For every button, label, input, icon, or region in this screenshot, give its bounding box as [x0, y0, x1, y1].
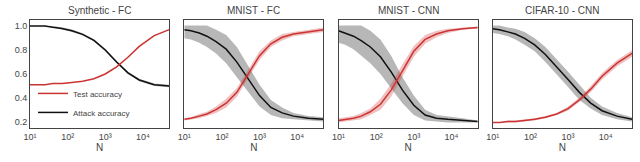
svg-text:MNIST - FC: MNIST - FC: [227, 5, 280, 16]
svg-text:10¹: 10¹: [178, 132, 191, 142]
svg-text:10²: 10²: [215, 132, 228, 142]
svg-text:10¹: 10¹: [486, 132, 499, 142]
svg-text:0.8: 0.8: [15, 45, 28, 55]
svg-text:N: N: [559, 142, 566, 153]
svg-text:10⁴: 10⁴: [290, 132, 304, 142]
svg-text:10⁴: 10⁴: [444, 132, 458, 142]
svg-text:Test accuracy: Test accuracy: [73, 90, 122, 99]
svg-text:CIFAR-10 - CNN: CIFAR-10 - CNN: [525, 5, 599, 16]
svg-text:10³: 10³: [253, 132, 266, 142]
svg-text:10²: 10²: [61, 132, 74, 142]
svg-text:10¹: 10¹: [23, 132, 36, 142]
svg-text:0.2: 0.2: [15, 117, 28, 127]
svg-text:10²: 10²: [524, 132, 537, 142]
svg-text:N: N: [96, 142, 103, 153]
svg-text:10¹: 10¹: [332, 132, 345, 142]
svg-text:Synthetic - FC: Synthetic - FC: [68, 5, 131, 16]
svg-text:10³: 10³: [99, 132, 112, 142]
svg-text:Attack accuracy: Attack accuracy: [73, 109, 129, 118]
svg-text:0.4: 0.4: [15, 93, 28, 103]
svg-text:N: N: [250, 142, 257, 153]
svg-text:10³: 10³: [407, 132, 420, 142]
svg-text:10⁴: 10⁴: [136, 132, 150, 142]
svg-text:0.6: 0.6: [15, 69, 28, 79]
svg-text:N: N: [405, 142, 412, 153]
svg-text:10⁴: 10⁴: [599, 132, 613, 142]
svg-text:10³: 10³: [562, 132, 575, 142]
svg-text:10²: 10²: [370, 132, 383, 142]
svg-text:MNIST - CNN: MNIST - CNN: [378, 5, 439, 16]
svg-text:1.0: 1.0: [15, 21, 28, 31]
